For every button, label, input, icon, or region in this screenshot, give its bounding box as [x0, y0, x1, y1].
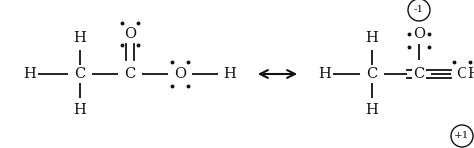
Text: O: O: [413, 27, 425, 41]
Text: +1: +1: [454, 132, 470, 140]
Text: C: C: [413, 67, 425, 81]
Text: O: O: [174, 67, 186, 81]
Text: O: O: [456, 67, 468, 81]
Text: C: C: [366, 67, 378, 81]
Text: H: H: [365, 31, 378, 45]
Text: -1: -1: [414, 5, 424, 15]
Text: H: H: [468, 67, 474, 81]
Text: H: H: [73, 103, 86, 117]
Text: C: C: [74, 67, 86, 81]
Text: H: H: [73, 31, 86, 45]
Text: C: C: [124, 67, 136, 81]
Text: O: O: [124, 27, 136, 41]
Text: H: H: [24, 67, 36, 81]
Text: H: H: [224, 67, 237, 81]
Text: H: H: [319, 67, 331, 81]
Text: H: H: [365, 103, 378, 117]
